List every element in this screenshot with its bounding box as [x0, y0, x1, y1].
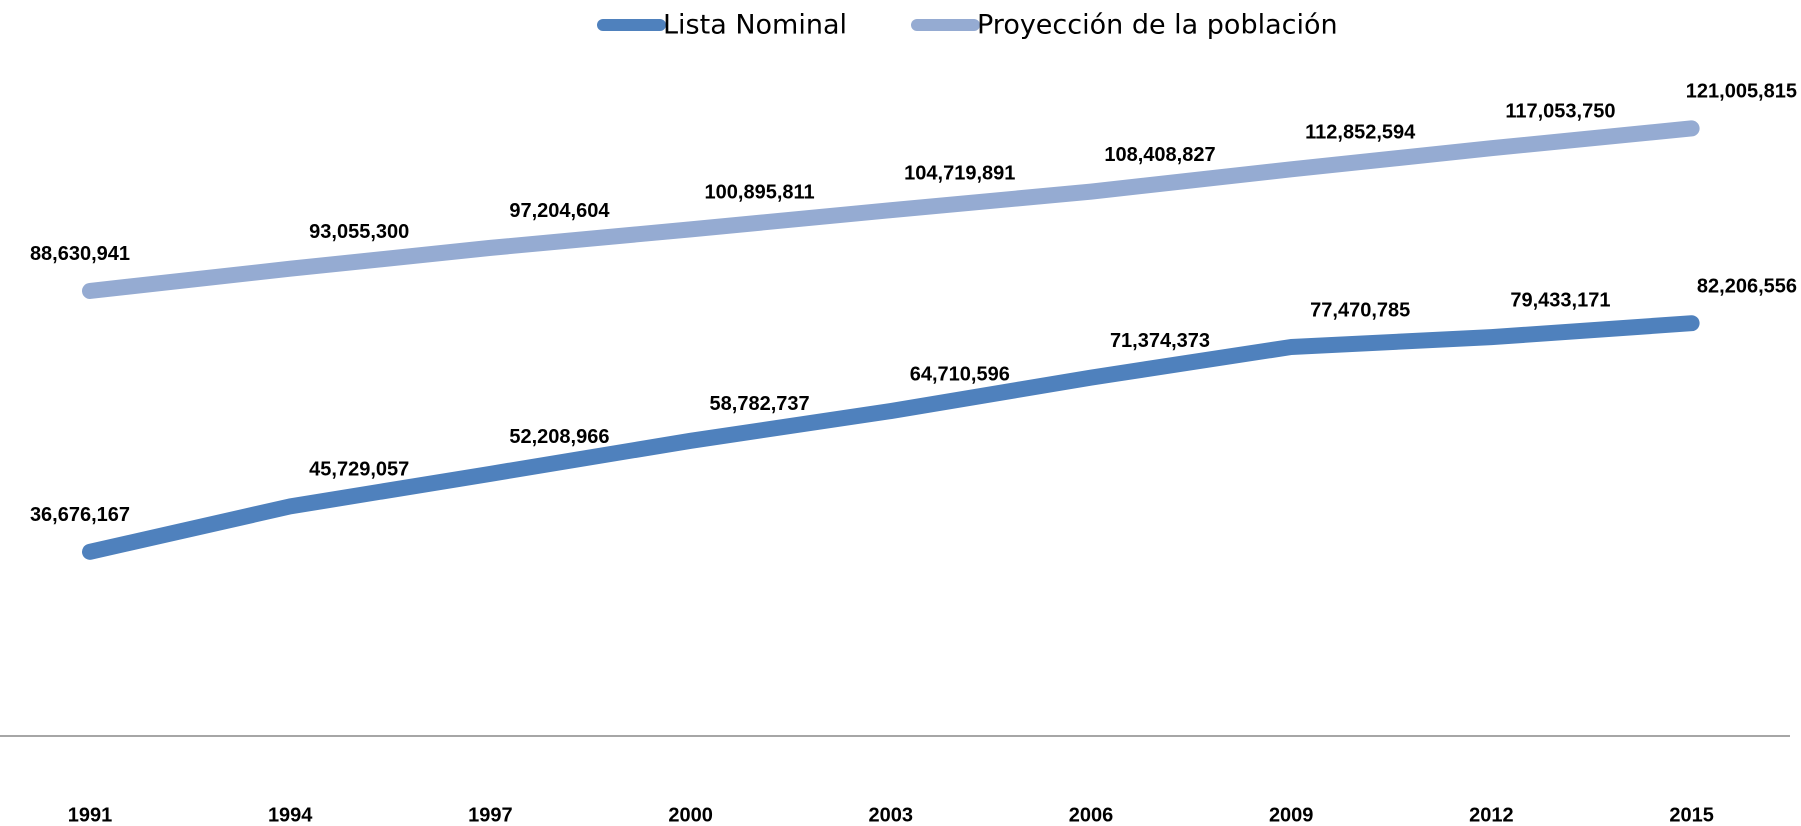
x-tick-label: 2000: [668, 804, 713, 826]
data-label: 88,630,941: [30, 243, 130, 265]
data-label: 79,433,171: [1510, 289, 1610, 311]
x-tick-label: 2006: [1069, 804, 1114, 826]
legend-label: Proyección de la población: [977, 10, 1338, 41]
data-label: 52,208,966: [509, 426, 609, 448]
x-tick-label: 2015: [1669, 804, 1714, 826]
x-tick-label: 2009: [1269, 804, 1314, 826]
data-label: 97,204,604: [509, 200, 610, 222]
data-label: 108,408,827: [1104, 144, 1215, 166]
x-tick-label: 1997: [468, 804, 513, 826]
data-label: 82,206,556: [1697, 275, 1797, 297]
data-label: 104,719,891: [904, 162, 1015, 184]
series-line: [82, 120, 1700, 299]
data-label: 64,710,596: [910, 363, 1010, 385]
legend-label: Lista Nominal: [663, 10, 847, 41]
data-label: 58,782,737: [710, 393, 810, 415]
data-label: 93,055,300: [309, 221, 409, 243]
data-label: 121,005,815: [1686, 81, 1797, 103]
data-label: 112,852,594: [1305, 122, 1416, 144]
x-tick-label: 1994: [268, 804, 313, 826]
data-label: 36,676,167: [30, 504, 130, 526]
x-tick-label: 2012: [1469, 804, 1514, 826]
x-tick-label: 1991: [68, 804, 113, 826]
data-label: 71,374,373: [1110, 330, 1210, 352]
data-label: 100,895,811: [705, 182, 815, 204]
data-label: 117,053,750: [1505, 101, 1615, 123]
series-line: [82, 315, 1700, 560]
x-tick-label: 2003: [869, 804, 914, 826]
data-label: 45,729,057: [309, 459, 409, 481]
data-label: 77,470,785: [1310, 299, 1410, 321]
